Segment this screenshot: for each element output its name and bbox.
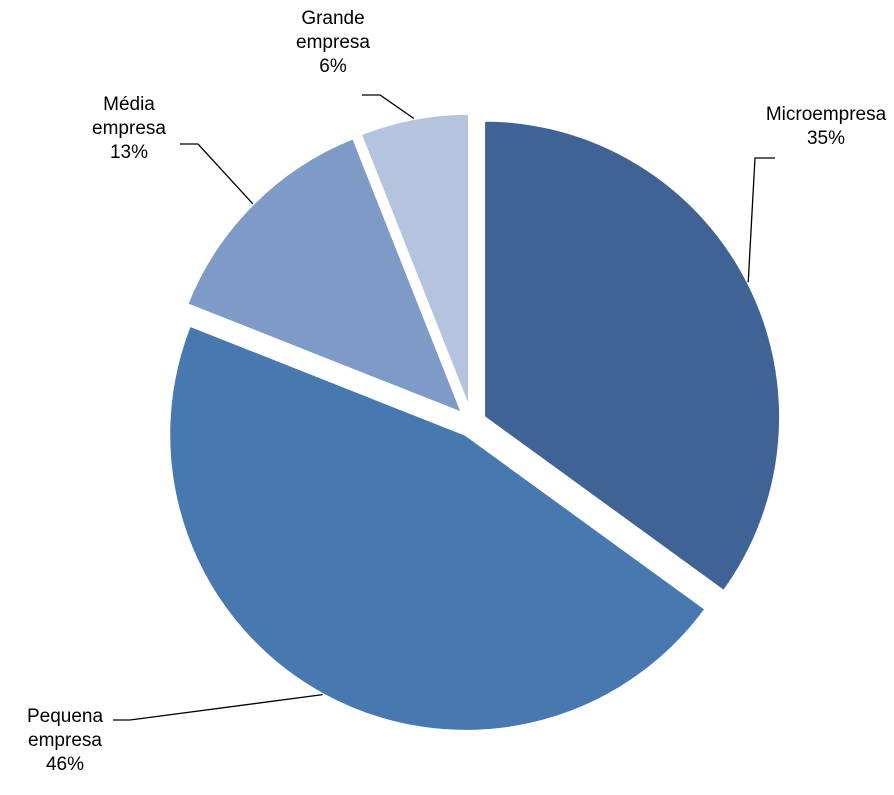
- leader-line-2: [113, 694, 323, 721]
- slice-label-2: Pequena empresa 46%: [27, 706, 104, 775]
- slice-name-label: Pequena: [27, 706, 104, 727]
- slice-name-label: empresa: [296, 32, 370, 53]
- leader-line-4: [362, 94, 415, 120]
- slice-value-label: 46%: [46, 754, 84, 775]
- slice-name-label: empresa: [92, 118, 166, 139]
- slice-label-1: Microempresa 35%: [766, 104, 887, 149]
- leader-line-1: [747, 157, 775, 283]
- pie-slice-2: [167, 323, 709, 733]
- leader-line-3: [180, 143, 254, 205]
- pie-slice-3: [184, 135, 466, 417]
- slice-name-label: empresa: [28, 730, 102, 751]
- slice-value-label: 35%: [807, 128, 845, 149]
- slice-name-label: Grande: [301, 8, 364, 29]
- slice-label-4: Grande empresa 6%: [296, 8, 370, 77]
- slice-label-3: Média empresa 13%: [92, 94, 166, 163]
- slice-value-label: 13%: [110, 142, 148, 163]
- slice-name-label: Média: [103, 94, 155, 115]
- slice-name-label: Microempresa: [766, 104, 887, 125]
- slice-value-label: 6%: [319, 56, 347, 77]
